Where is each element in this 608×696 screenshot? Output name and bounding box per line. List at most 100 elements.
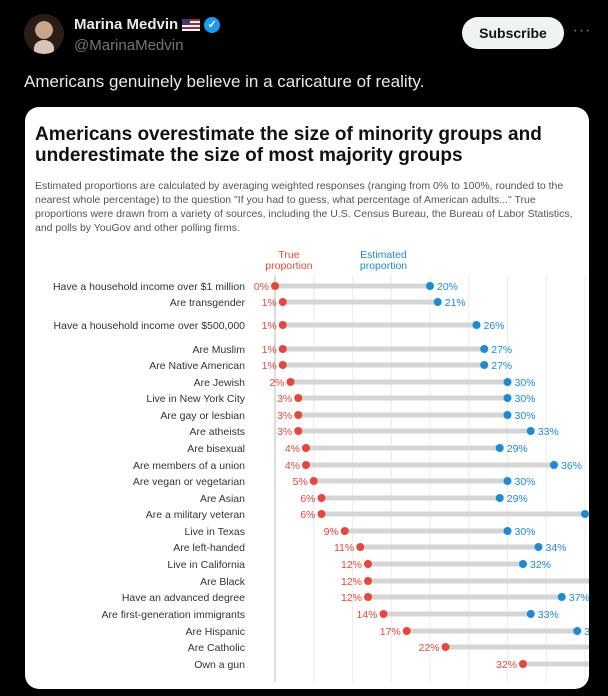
legend-true-line1: True — [278, 249, 299, 261]
true-dot — [294, 411, 303, 419]
subscribe-button[interactable]: Subscribe — [462, 17, 564, 49]
estimated-dot — [550, 461, 558, 469]
estimated-value-label: 33% — [538, 609, 559, 621]
estimated-value-label: 21% — [445, 297, 466, 309]
row-label: Have an advanced degree — [122, 592, 245, 604]
row-label: Are vegan or vegetarian — [133, 476, 245, 488]
estimated-dot — [534, 543, 543, 551]
estimated-dot — [480, 345, 489, 353]
row-label: Are transgender — [170, 297, 246, 309]
row-label: Are bisexual — [187, 443, 245, 455]
estimated-value-label: 20% — [437, 281, 458, 293]
estimated-dot — [519, 560, 527, 568]
estimated-value-label: 34% — [546, 542, 567, 554]
legend-estimated-line1: Estimated — [360, 249, 407, 261]
row-label: Live in Texas — [184, 526, 245, 538]
row-label: Are Asian — [200, 493, 245, 505]
estimated-value-label: 27% — [491, 344, 512, 356]
us-flag-icon — [182, 18, 201, 31]
estimated-value-label: 29% — [507, 443, 528, 455]
estimated-dot — [526, 610, 535, 618]
estimated-dot — [495, 444, 504, 452]
row-label: Are Jewish — [194, 377, 246, 389]
estimated-value-label: 30% — [515, 393, 536, 405]
true-dot — [278, 298, 287, 306]
row-label: Are Catholic — [188, 642, 245, 654]
true-value-label: 1% — [262, 297, 277, 309]
chart-subtitle: Estimated proportions are calculated by … — [35, 180, 573, 234]
true-value-label: 32% — [496, 659, 517, 671]
true-value-label: 6% — [300, 493, 315, 505]
estimated-value-label: 27% — [491, 360, 512, 372]
true-dot — [294, 394, 303, 402]
estimated-dot — [433, 298, 442, 306]
estimated-dot — [426, 282, 434, 290]
true-dot — [340, 527, 349, 535]
true-dot — [309, 477, 318, 485]
true-value-label: 1% — [262, 344, 277, 356]
estimated-dot — [557, 593, 566, 601]
estimated-value-label: 33% — [538, 426, 559, 438]
true-dot — [278, 345, 287, 353]
true-dot — [402, 627, 411, 635]
true-dot — [278, 321, 287, 329]
true-dot — [294, 427, 303, 435]
row-label: Are Muslim — [192, 344, 245, 356]
display-name[interactable]: Marina Medvin — [74, 16, 179, 33]
estimated-value-label: 29% — [507, 493, 528, 505]
estimated-dot — [503, 411, 512, 419]
true-value-label: 9% — [324, 526, 339, 538]
true-value-label: 12% — [341, 559, 362, 571]
estimated-value-label: 32% — [530, 559, 551, 571]
true-value-label: 11% — [334, 542, 354, 554]
avatar[interactable] — [24, 14, 64, 54]
row-label: Are Native American — [149, 360, 245, 372]
estimated-value-label: 37% — [569, 592, 589, 604]
row-label: Live in New York City — [146, 393, 245, 405]
true-value-label: 2% — [269, 377, 284, 389]
true-value-label: 17% — [380, 626, 401, 638]
row-label: Are a military veteran — [146, 509, 245, 521]
estimated-dot — [495, 494, 504, 502]
estimated-value-label: 30% — [515, 377, 536, 389]
true-value-label: 22% — [418, 642, 439, 654]
row-label: Are left-handed — [173, 542, 245, 554]
row-label: Own a gun — [194, 659, 245, 671]
true-value-label: 3% — [277, 410, 292, 422]
true-dot — [441, 643, 450, 651]
true-value-label: 1% — [262, 360, 277, 372]
true-value-label: 6% — [300, 509, 315, 521]
estimated-dot — [503, 378, 512, 386]
estimated-value-label: 39% — [584, 626, 589, 638]
true-value-label: 4% — [285, 460, 300, 472]
true-value-label: 14% — [356, 609, 377, 621]
estimated-dot — [503, 394, 512, 402]
tweet-text: Americans genuinely believe in a caricat… — [24, 72, 425, 91]
row-label: Have a household income over $1 million — [53, 281, 245, 293]
true-value-label: 0% — [254, 281, 269, 293]
more-options-icon[interactable]: ··· — [572, 22, 592, 39]
true-value-label: 3% — [277, 393, 292, 405]
row-label: Live in California — [167, 559, 245, 571]
true-dot — [286, 378, 295, 386]
true-dot — [317, 510, 326, 518]
user-handle[interactable]: @MarinaMedvin — [74, 37, 184, 54]
row-label: Are gay or lesbian — [160, 410, 245, 422]
true-dot — [356, 543, 365, 551]
row-label: Are members of a union — [133, 460, 245, 472]
estimated-value-label: 30% — [515, 410, 536, 422]
true-dot — [364, 560, 372, 568]
chart-title: Americans overestimate the size of minor… — [35, 124, 542, 166]
true-dot — [302, 461, 310, 469]
true-dot — [278, 361, 287, 369]
verified-badge-icon: ✓ — [204, 16, 221, 33]
true-dot — [271, 282, 279, 290]
row-label: Are atheists — [190, 426, 245, 438]
estimated-value-label: 26% — [484, 320, 505, 332]
true-value-label: 5% — [293, 476, 308, 488]
attached-image-card[interactable]: Americans overestimate the size of minor… — [25, 107, 589, 689]
estimated-dot — [526, 427, 535, 435]
true-dot — [302, 444, 310, 452]
true-dot — [364, 577, 372, 585]
row-label: Are first-generation immigrants — [101, 609, 245, 621]
